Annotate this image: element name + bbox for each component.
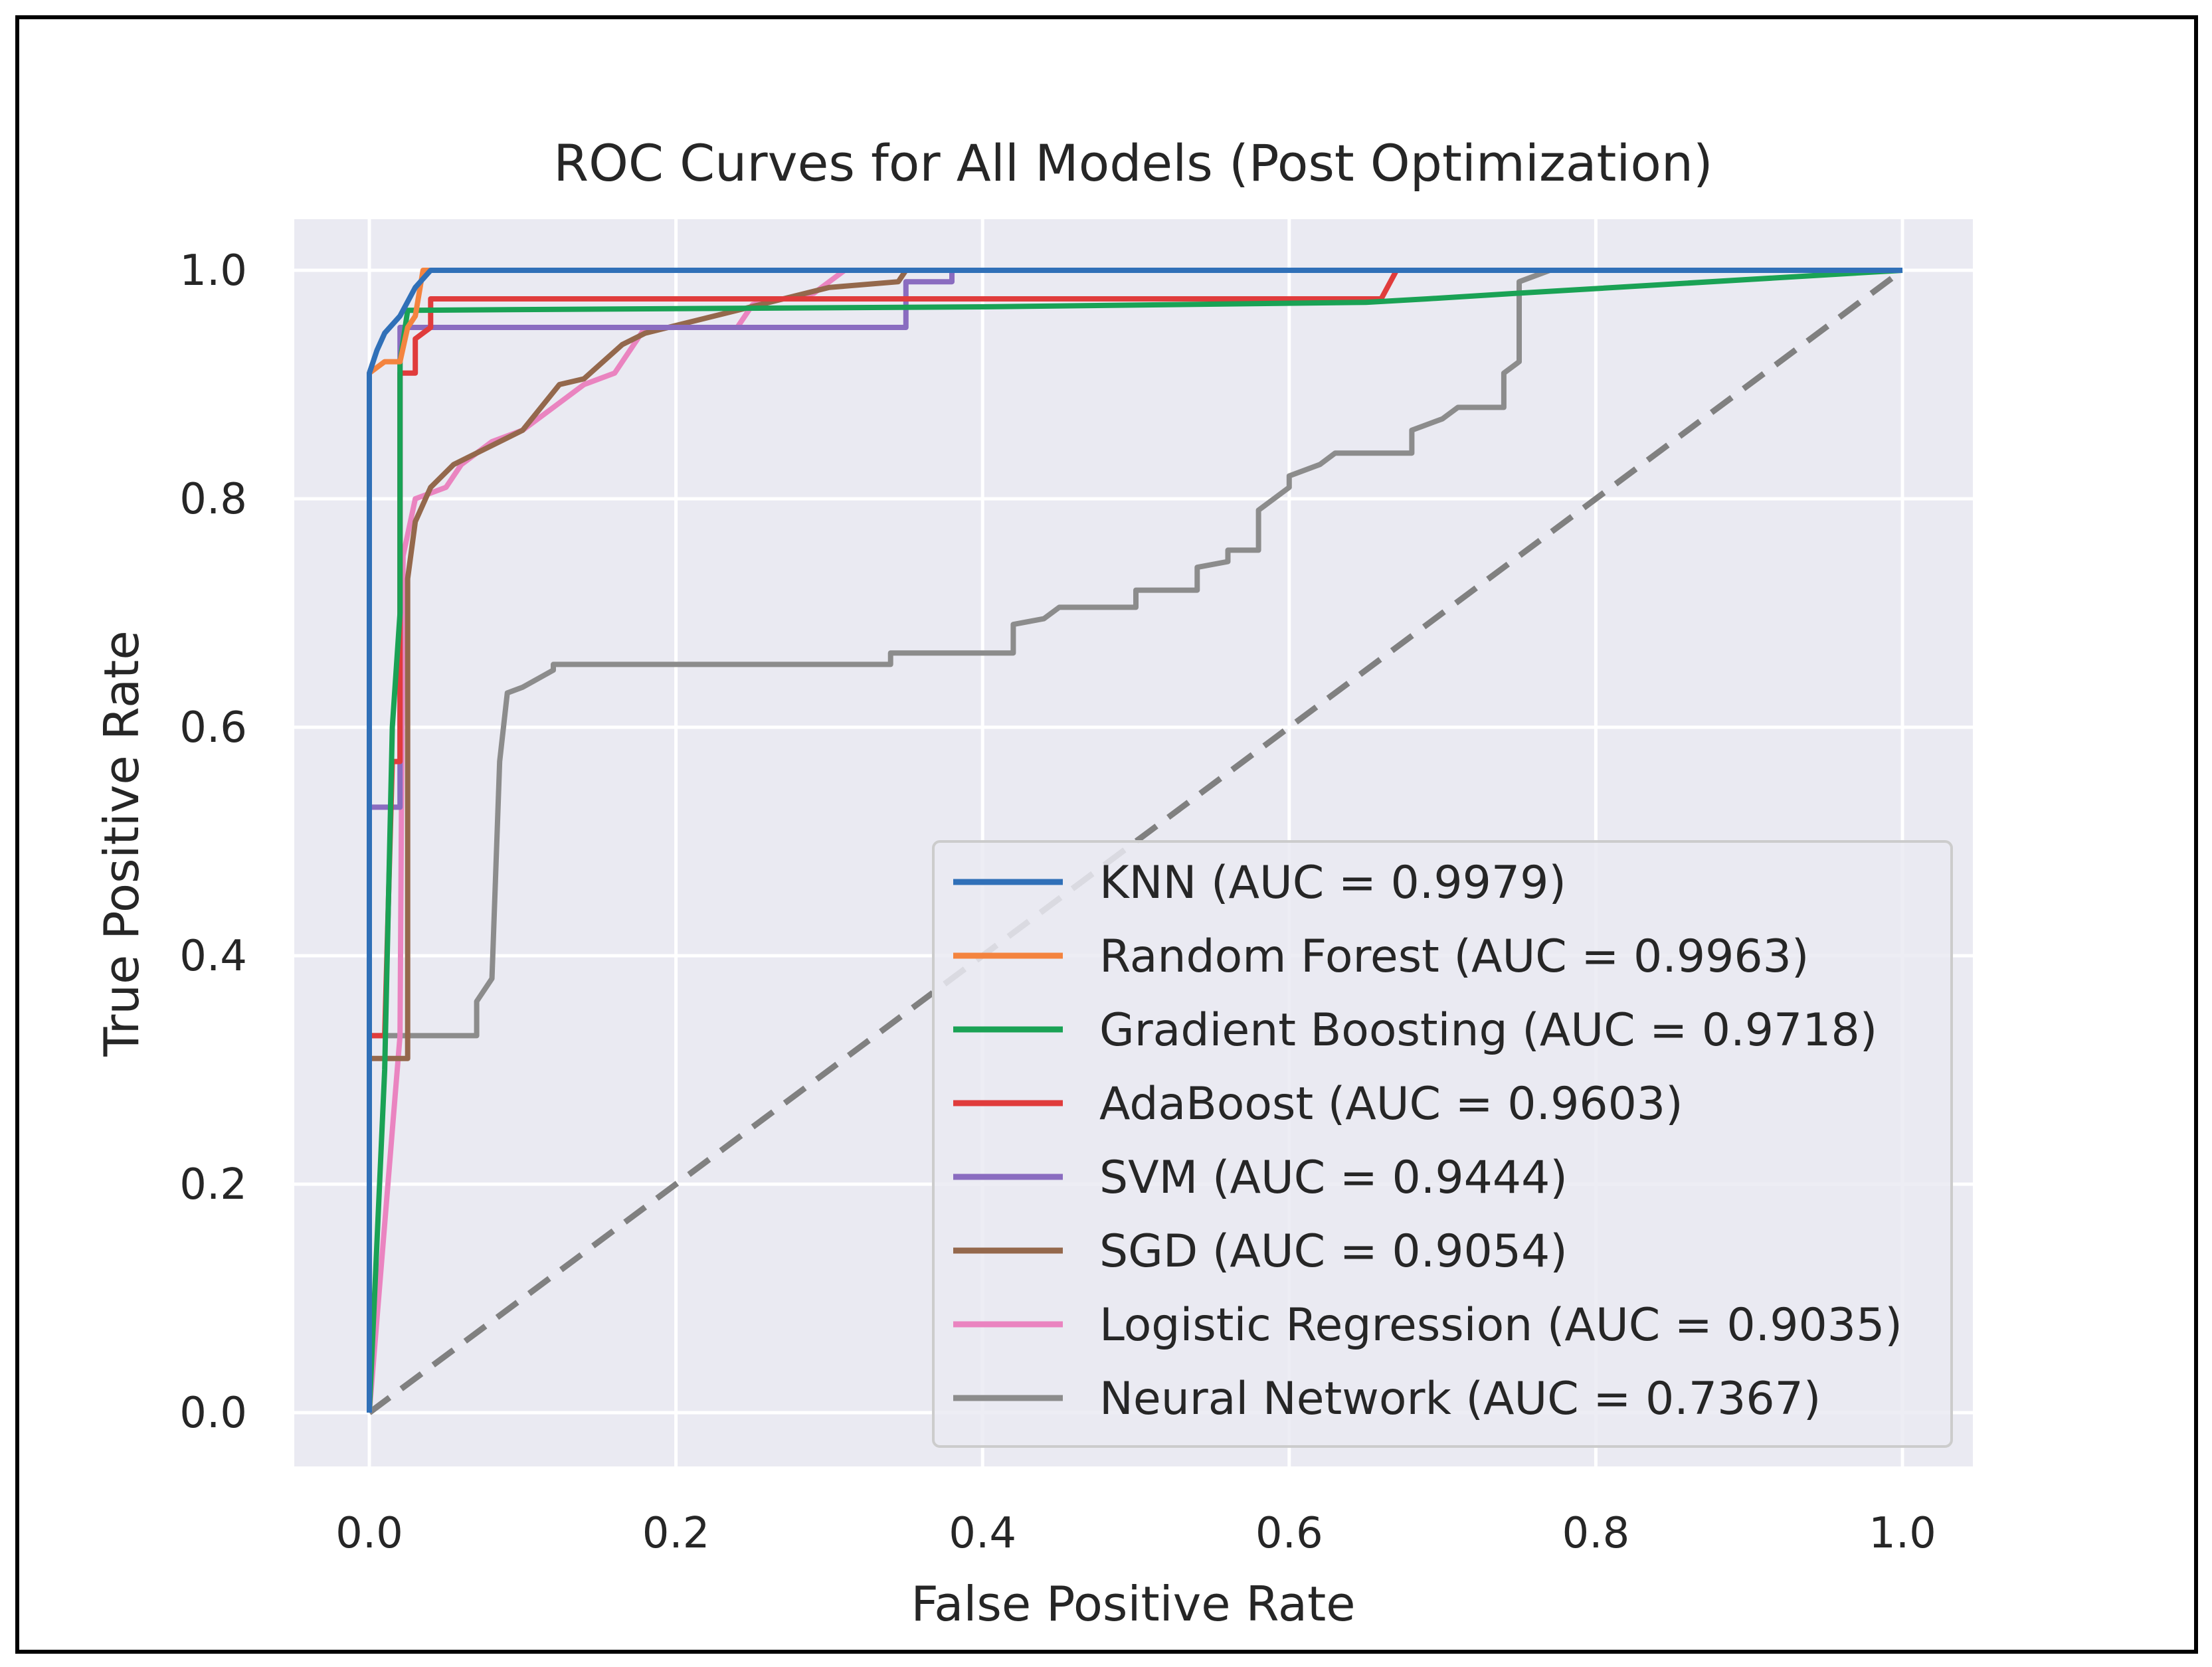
legend-entry: AdaBoost (AUC = 0.9603) [1099, 1078, 1683, 1130]
y-tick-label: 1.0 [179, 246, 247, 296]
legend-entry: SGD (AUC = 0.9054) [1099, 1225, 1568, 1278]
legend: KNN (AUC = 0.9979) Random Forest (AUC = 0… [932, 840, 1953, 1448]
legend-entry: Gradient Boosting (AUC = 0.9718) [1099, 1004, 1877, 1057]
y-axis-label: True Positive Rate [94, 630, 149, 1057]
x-tick-label: 0.4 [949, 1509, 1016, 1558]
x-tick-label: 0.8 [1562, 1509, 1630, 1558]
x-tick-labels: 0.0 0.2 0.4 0.6 0.8 1.0 [335, 1509, 1936, 1558]
roc-curve-sgd [367, 268, 1902, 1413]
y-tick-label: 0.2 [179, 1160, 247, 1209]
legend-entry: KNN (AUC = 0.9979) [1099, 857, 1566, 909]
curves [367, 268, 1904, 1415]
roc-curve-neural-network [367, 268, 1902, 1413]
legend-entry: SVM (AUC = 0.9444) [1099, 1152, 1568, 1204]
x-tick-label: 1.0 [1869, 1509, 1936, 1558]
y-tick-label: 0.6 [179, 703, 247, 752]
y-tick-label: 0.4 [179, 932, 247, 981]
chart-title: ROC Curves for All Models (Post Optimiza… [553, 133, 1712, 193]
legend-entry: Neural Network (AUC = 0.7367) [1099, 1373, 1821, 1425]
y-tick-label: 0.8 [179, 475, 247, 524]
roc-curve-knn [367, 268, 1902, 1413]
y-tick-labels: 0.0 0.2 0.4 0.6 0.8 1.0 [179, 246, 247, 1438]
legend-entry: Random Forest (AUC = 0.9963) [1099, 930, 1809, 983]
x-tick-label: 0.0 [335, 1509, 403, 1558]
x-tick-label: 0.6 [1255, 1509, 1323, 1558]
x-axis-label: False Positive Rate [911, 1576, 1355, 1632]
x-tick-label: 0.2 [642, 1509, 710, 1558]
legend-entry: Logistic Regression (AUC = 0.9035) [1099, 1299, 1902, 1352]
legend-box [932, 840, 1953, 1448]
y-tick-label: 0.0 [179, 1389, 247, 1438]
roc-curve-gradient-boosting [367, 268, 1903, 1413]
